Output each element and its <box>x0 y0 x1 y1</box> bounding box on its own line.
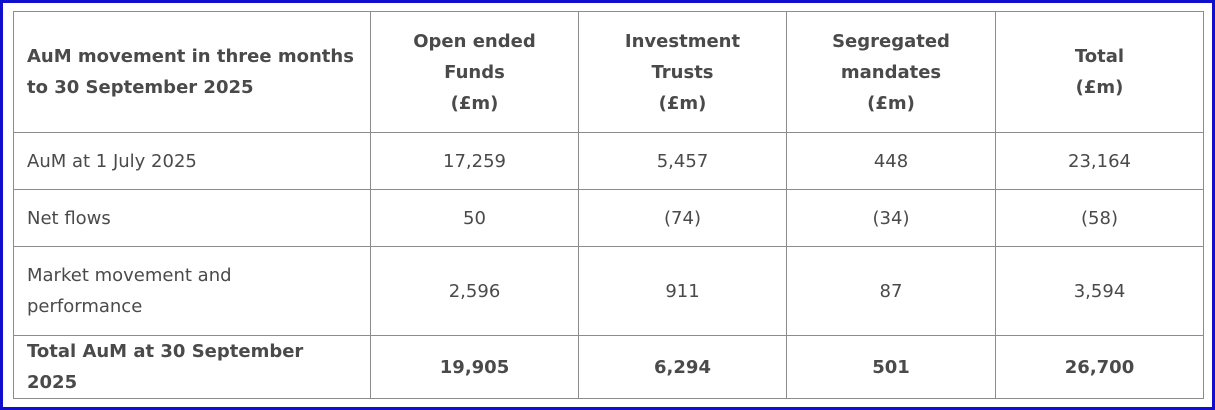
value-cell: 87 <box>786 246 996 336</box>
table-row: Total AuM at 30 September 2025 19,905 6,29… <box>13 335 1204 399</box>
cell-line: (£m) <box>450 92 499 114</box>
cell-line: (£m) <box>1075 77 1124 98</box>
value-cell: (58) <box>995 189 1204 247</box>
cell-line: performance <box>27 296 143 317</box>
header-row: AuM movement in three months to 30 Septem… <box>13 11 1204 133</box>
header-cell: Total (£m) <box>995 11 1204 133</box>
value-cell: 6,294 <box>578 335 787 399</box>
cell-line: Funds <box>444 61 505 83</box>
value-cell: 23,164 <box>995 132 1204 190</box>
value-cell: (74) <box>578 189 787 247</box>
value-cell: 19,905 <box>370 335 579 399</box>
value-cell: 26,700 <box>995 335 1204 399</box>
cell-line: Segregated <box>832 30 950 52</box>
row-label: Total AuM at 30 September 2025 <box>13 335 371 399</box>
header-cell: Investment Trusts (£m) <box>578 11 787 133</box>
aum-table: AuM movement in three months to 30 Septem… <box>13 11 1204 399</box>
header-cell: Segregated mandates (£m) <box>786 11 996 133</box>
cell-line: Net flows <box>27 207 111 229</box>
row-label: Net flows <box>13 189 371 247</box>
header-cell: AuM movement in three months to 30 Septem… <box>13 11 371 133</box>
value-cell: 911 <box>578 246 787 336</box>
value-cell: 3,594 <box>995 246 1204 336</box>
value-cell: 5,457 <box>578 132 787 190</box>
table-row: AuM at 1 July 2025 17,259 5,457 448 23,164 <box>13 132 1204 190</box>
value-cell: 2,596 <box>370 246 579 336</box>
table-row: Market movement and performance 2,596 911 87… <box>13 246 1204 336</box>
cell-line: (£m) <box>867 92 915 114</box>
cell-line: Total <box>1074 46 1125 67</box>
value-cell: 448 <box>786 132 996 190</box>
cell-line: mandates <box>840 61 942 83</box>
value-cell: 17,259 <box>370 132 579 190</box>
table-row: Net flows 50 (74) (34) (58) <box>13 189 1204 247</box>
cell-line: Market movement and <box>27 265 232 286</box>
cell-line: Open ended <box>413 30 536 52</box>
row-label: Market movement and performance <box>13 246 371 336</box>
header-cell: Open ended Funds (£m) <box>370 11 579 133</box>
cell-line: Investment Trusts <box>624 30 741 83</box>
cell-line: to 30 September 2025 <box>27 77 254 98</box>
cell-line: AuM at 1 July 2025 <box>27 150 197 172</box>
cell-line: AuM movement in three months <box>27 46 354 67</box>
cell-line: (£m) <box>658 92 707 114</box>
row-label: AuM at 1 July 2025 <box>13 132 371 190</box>
cell-line: Total AuM at 30 September 2025 <box>27 341 304 393</box>
value-cell: (34) <box>786 189 996 247</box>
value-cell: 50 <box>370 189 579 247</box>
value-cell: 501 <box>786 335 996 399</box>
